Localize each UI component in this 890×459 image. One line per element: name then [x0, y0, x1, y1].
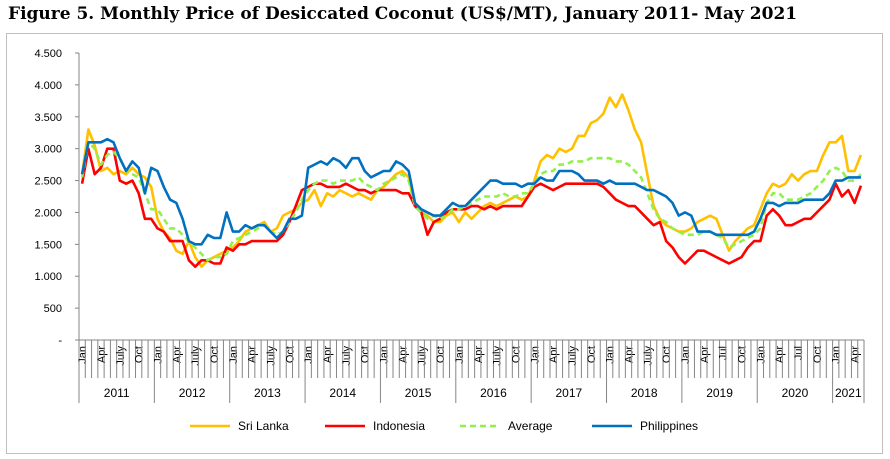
y-tick-label: 1.500: [34, 239, 62, 251]
series-line-philippines: [80, 137, 861, 246]
legend-label: Indonesia: [373, 419, 425, 433]
month-tick-label: Oct: [510, 346, 522, 363]
year-label: 2017: [555, 386, 582, 400]
month-tick-label: July: [492, 346, 504, 366]
month-tick-label: Jul: [718, 346, 730, 360]
year-label: 2018: [631, 386, 658, 400]
year-label: 2013: [254, 386, 281, 400]
y-tick-label: 4.000: [34, 80, 62, 92]
month-tick-label: Jan: [605, 346, 617, 364]
month-tick-label: Jan: [454, 346, 466, 364]
month-tick-label: Apr: [397, 346, 409, 363]
month-tick-label: July: [341, 346, 353, 366]
month-tick-label: Oct: [737, 346, 749, 363]
chart-frame: [6, 33, 883, 454]
month-tick-label: Apr: [548, 346, 560, 363]
month-tick-label: Oct: [134, 346, 146, 363]
month-tick-label: Jan: [831, 346, 843, 364]
y-tick-label: -: [58, 335, 62, 347]
month-tick-label: Oct: [284, 346, 296, 363]
year-label: 2020: [782, 386, 809, 400]
series-line-indonesia: [80, 147, 863, 269]
month-tick-label: Jan: [529, 346, 541, 364]
month-tick-label: Jan: [755, 346, 767, 364]
chart-title: Figure 5. Monthly Price of Desiccated Co…: [8, 4, 798, 24]
month-tick-label: Oct: [209, 346, 221, 363]
legend-label: Philippines: [640, 419, 698, 433]
month-tick-label: July: [567, 346, 579, 366]
month-tick-label: July: [190, 346, 202, 366]
y-tick-label: 3.000: [34, 144, 62, 156]
month-tick-label: Apr: [850, 346, 862, 363]
legend-label: Sri Lanka: [238, 419, 289, 433]
month-tick-label: Apr: [699, 346, 711, 363]
month-tick-label: Jan: [228, 346, 240, 364]
month-tick-label: Jul: [793, 346, 805, 360]
year-label: 2015: [405, 386, 432, 400]
y-tick-label: 2.500: [34, 176, 62, 188]
month-tick-label: Oct: [586, 346, 598, 363]
month-tick-label: Jan: [77, 346, 89, 364]
month-tick-label: Apr: [171, 346, 183, 363]
month-tick-label: Oct: [360, 346, 372, 363]
month-tick-label: July: [266, 346, 278, 366]
month-tick-label: Apr: [322, 346, 334, 363]
month-tick-label: Oct: [435, 346, 447, 363]
month-tick-label: Apr: [624, 346, 636, 363]
month-tick-label: July: [416, 346, 428, 366]
year-label: 2019: [706, 386, 733, 400]
year-label: 2021: [835, 386, 862, 400]
month-tick-label: July: [642, 346, 654, 366]
month-tick-label: Apr: [774, 346, 786, 363]
year-label: 2014: [329, 386, 356, 400]
y-tick-label: 1.000: [34, 271, 62, 283]
month-tick-label: Apr: [247, 346, 259, 363]
month-tick-label: July: [115, 346, 127, 366]
y-tick-label: 4.500: [34, 48, 62, 60]
month-tick-label: Jan: [303, 346, 315, 364]
month-tick-label: Apr: [96, 346, 108, 363]
year-label: 2012: [179, 386, 206, 400]
month-tick-label: Jan: [680, 346, 692, 364]
legend-label: Average: [508, 419, 553, 433]
month-tick-label: Oct: [812, 346, 824, 363]
year-label: 2011: [104, 386, 130, 400]
month-tick-label: Apr: [473, 346, 485, 363]
y-tick-label: 2.000: [34, 207, 62, 219]
year-label: 2016: [480, 386, 507, 400]
y-tick-label: 500: [44, 303, 62, 315]
month-tick-label: Jan: [153, 346, 165, 364]
month-tick-label: Jan: [379, 346, 391, 364]
month-tick-label: Oct: [661, 346, 673, 363]
series-line-average: [80, 141, 862, 262]
y-tick-label: 3.500: [34, 112, 62, 124]
